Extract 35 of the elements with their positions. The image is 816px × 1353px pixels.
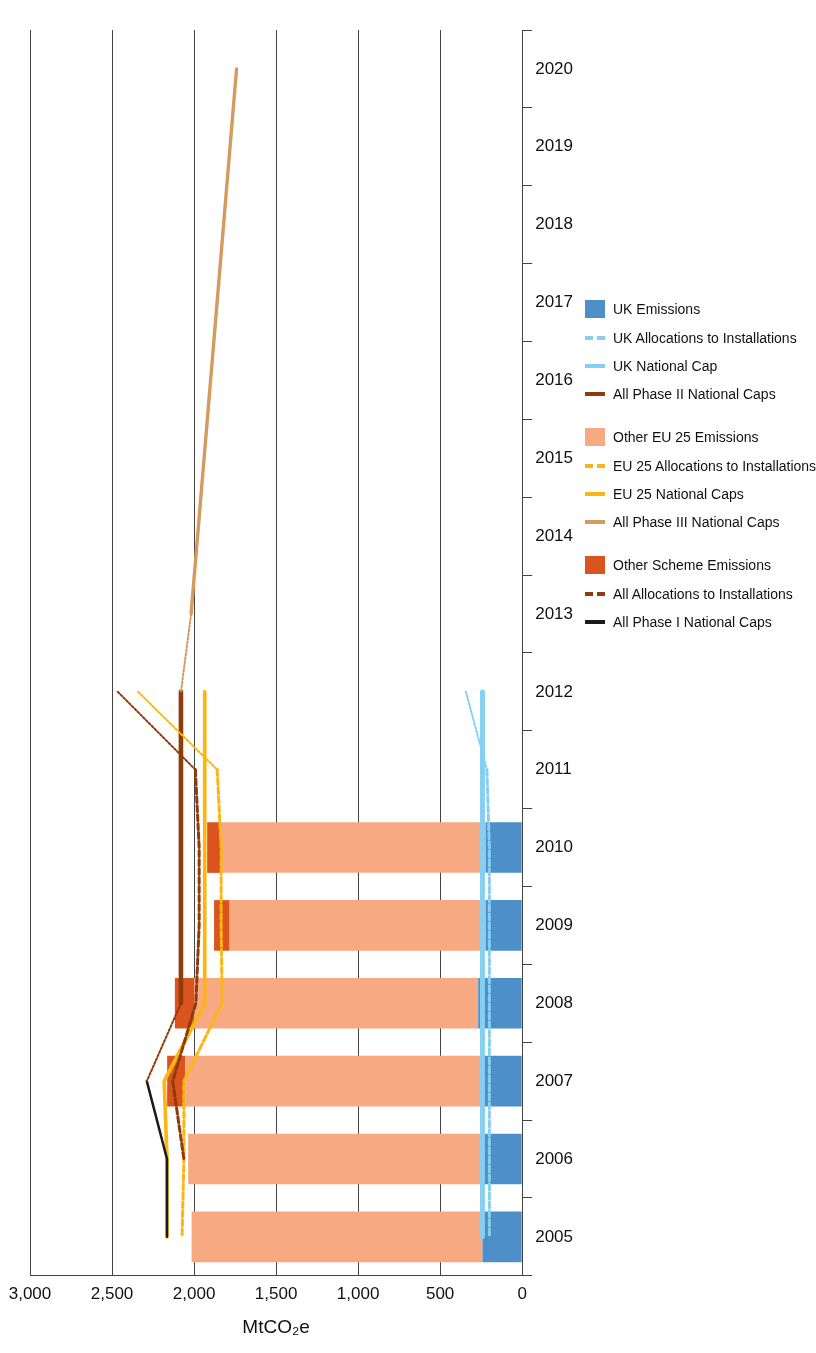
y-tick-label: 2019 xyxy=(535,136,574,156)
legend-label: EU 25 National Caps xyxy=(613,486,744,502)
y-tick-label: 2014 xyxy=(535,525,574,545)
legend-label: UK Allocations to Installations xyxy=(613,330,797,346)
y-tick-label: 2018 xyxy=(535,214,574,234)
y-tick-label: 2017 xyxy=(535,292,574,312)
legend-label: All Phase III National Caps xyxy=(613,514,780,530)
y-tick-label: 2009 xyxy=(535,915,574,935)
y-tick-label: 2008 xyxy=(535,992,574,1012)
y-tick-label: 2015 xyxy=(535,447,574,467)
x-tick-label: 2,000 xyxy=(172,1283,216,1303)
x-axis-title: MtCO₂e xyxy=(242,1315,310,1337)
y-tick-label: 2020 xyxy=(535,58,574,78)
legend-label: All Allocations to Installations xyxy=(613,586,793,602)
x-tick-label: 0 xyxy=(517,1283,527,1303)
legend-label: EU 25 Allocations to Installations xyxy=(613,458,816,474)
legend-label: All Phase I National Caps xyxy=(613,614,772,630)
legend-label: Other EU 25 Emissions xyxy=(613,429,759,445)
x-tick-label: 1,000 xyxy=(336,1283,380,1303)
y-tick-label: 2006 xyxy=(535,1148,574,1168)
y-tick-label: 2012 xyxy=(535,681,574,701)
legend-label: Other Scheme Emissions xyxy=(613,557,771,573)
y-tick-label: 2013 xyxy=(535,603,574,623)
x-tick-label: 1,500 xyxy=(254,1283,298,1303)
x-tick-label: 2,500 xyxy=(90,1283,134,1303)
x-tick-label: 3,000 xyxy=(8,1283,52,1303)
y-tick-label: 2005 xyxy=(535,1226,574,1246)
legend-label: All Phase II National Caps xyxy=(613,386,776,402)
legend-label: UK Emissions xyxy=(613,301,701,317)
x-tick-label: 500 xyxy=(425,1283,455,1303)
y-tick-label: 2016 xyxy=(535,370,574,390)
y-tick-label: 2007 xyxy=(535,1070,574,1090)
y-tick-label: 2011 xyxy=(535,759,572,779)
legend-label: UK National Cap xyxy=(613,358,718,374)
y-tick-label: 2010 xyxy=(535,837,574,857)
